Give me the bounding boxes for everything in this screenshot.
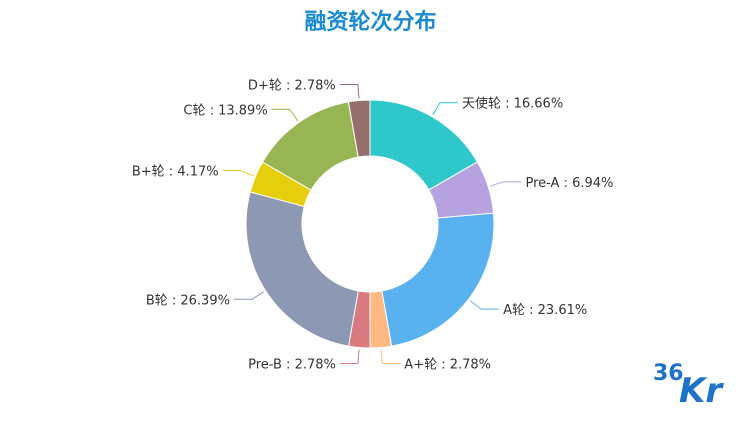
chart-title: 融资轮次分布 <box>304 10 437 35</box>
leader-line-6 <box>222 169 254 177</box>
slice-5 <box>245 191 359 347</box>
slice-label-8: D+轮 : 2.78% <box>248 79 336 94</box>
watermark-text-kr: Kr <box>679 371 724 408</box>
slice-8 <box>347 99 371 158</box>
slice-labels-group: 天使轮 : 16.66% Pre-A : 6.94% A轮 : 23.61% A+轮 … <box>132 79 614 373</box>
leader-line-4 <box>339 349 360 364</box>
leader-line-5 <box>233 291 265 300</box>
leader-line-1 <box>489 181 522 187</box>
slice-label-1: Pre-A : 6.94% <box>525 176 613 191</box>
slices-group <box>245 99 495 349</box>
slice-label-6: B+轮 : 4.17% <box>132 164 219 179</box>
leader-line-3 <box>380 349 401 364</box>
leader-line-2 <box>469 300 500 310</box>
watermark-logo: 36 Kr <box>653 361 724 408</box>
slice-label-2: A轮 : 23.61% <box>503 303 587 318</box>
leader-line-7 <box>271 108 299 122</box>
slice-label-0: 天使轮 : 16.66% <box>462 96 563 112</box>
leader-line-0 <box>432 102 458 116</box>
leader-lines-group <box>222 84 522 364</box>
slice-label-5: B轮 : 26.39% <box>146 293 230 308</box>
leader-line-8 <box>339 84 360 99</box>
watermark-text-36: 36 <box>653 361 684 386</box>
slice-label-7: C轮 : 13.89% <box>183 103 267 118</box>
slice-2 <box>381 212 495 347</box>
slice-label-4: Pre-B : 2.78% <box>248 357 336 372</box>
slice-label-3: A+轮 : 2.78% <box>404 357 491 372</box>
